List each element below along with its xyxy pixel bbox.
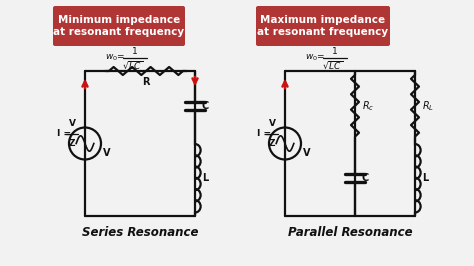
- Text: Z: Z: [69, 139, 75, 148]
- Text: R: R: [142, 77, 150, 87]
- Text: Z: Z: [269, 139, 275, 148]
- Text: V: V: [268, 119, 275, 128]
- Text: C: C: [362, 173, 369, 183]
- Text: $R_L$: $R_L$: [422, 99, 434, 113]
- Text: $R_c$: $R_c$: [362, 99, 374, 113]
- Text: 1: 1: [332, 47, 338, 56]
- FancyBboxPatch shape: [53, 6, 185, 46]
- Text: L: L: [202, 173, 208, 183]
- Text: $w_0$=: $w_0$=: [305, 52, 325, 63]
- Text: Minimum impedance
at resonant frequency: Minimum impedance at resonant frequency: [54, 15, 184, 37]
- Text: I =: I =: [57, 129, 71, 138]
- Text: I =: I =: [257, 129, 271, 138]
- Text: Series Resonance: Series Resonance: [82, 226, 198, 239]
- FancyBboxPatch shape: [256, 6, 390, 46]
- Text: V: V: [303, 148, 310, 159]
- Text: Parallel Resonance: Parallel Resonance: [288, 226, 412, 239]
- Text: $w_0$=: $w_0$=: [105, 52, 125, 63]
- Text: 1: 1: [132, 47, 138, 56]
- Text: Maximum impedance
at resonant frequency: Maximum impedance at resonant frequency: [257, 15, 389, 37]
- Text: $\sqrt{LC}$: $\sqrt{LC}$: [322, 59, 343, 71]
- Text: C: C: [202, 101, 209, 111]
- Text: V: V: [69, 119, 75, 128]
- Text: L: L: [422, 173, 428, 183]
- Text: $\sqrt{LC}$: $\sqrt{LC}$: [122, 59, 143, 71]
- Text: V: V: [103, 148, 110, 159]
